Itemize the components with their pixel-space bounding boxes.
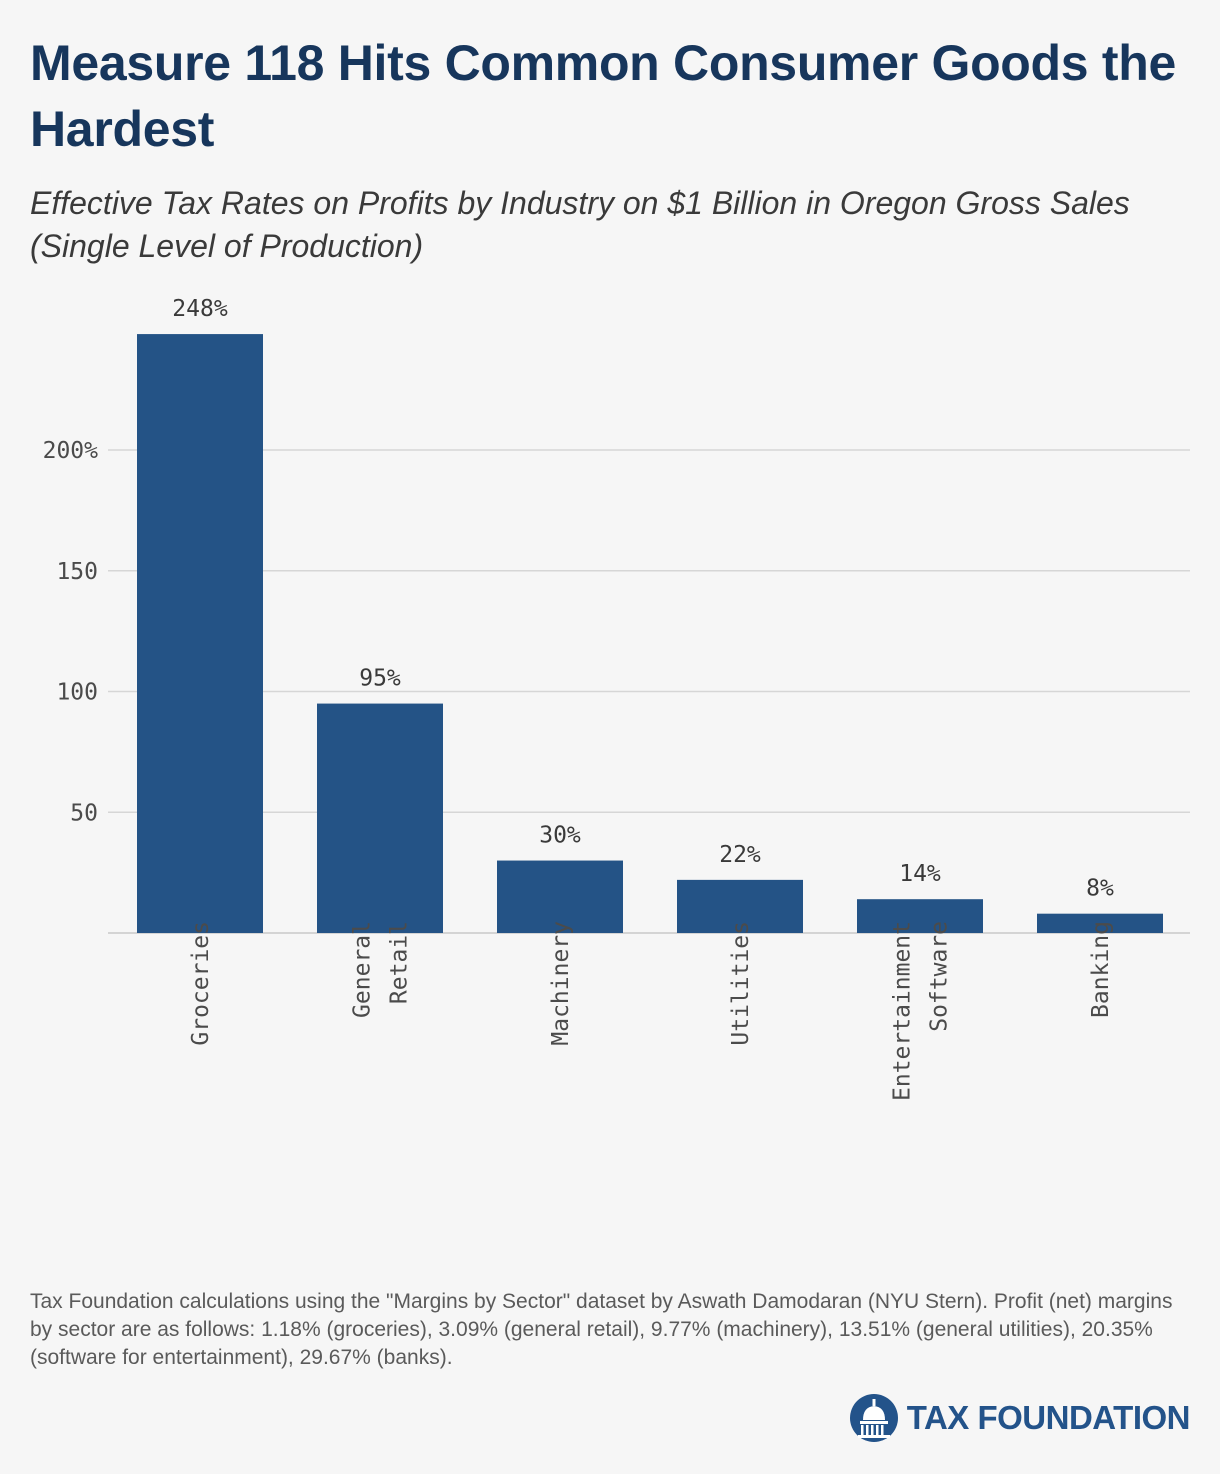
data-labels: 248% 95% 30% 22% 14% 8%: [172, 296, 1114, 902]
bar: [497, 860, 623, 933]
bar-chart: 248% 95% 30% 22% 14% 8% 50 100 150 200% Grocerie…: [43, 296, 1190, 1101]
data-label: 14%: [899, 861, 941, 887]
x-category-label: Utilities: [728, 921, 754, 1046]
bar: [137, 334, 263, 934]
y-tick-label: 100: [56, 680, 98, 706]
bar: [317, 703, 443, 933]
y-tick-label: 200%: [43, 438, 99, 464]
x-category-label: Entertainment: [890, 921, 916, 1101]
capitol-dome-icon: [849, 1394, 898, 1442]
bar: [857, 899, 983, 933]
y-tick-label: 150: [56, 559, 98, 585]
x-category-label: Software: [927, 921, 953, 1032]
data-label: 8%: [1086, 876, 1114, 902]
x-category-label: Machinery: [548, 921, 574, 1046]
x-category-label: Banking: [1088, 921, 1114, 1018]
source-note: Tax Foundation calculations using the "M…: [30, 1290, 1173, 1369]
chart-title: Measure 118 Hits Common Consumer Goods t…: [30, 35, 1176, 157]
data-label: 22%: [719, 842, 761, 868]
data-label: 95%: [359, 666, 401, 692]
y-tick-label: 50: [70, 800, 98, 826]
bars: [137, 334, 1163, 934]
chart-subtitle: Effective Tax Rates on Profits by Indust…: [30, 185, 1130, 264]
x-axis-categories: Groceries General Retail Machinery Utilities…: [188, 921, 1114, 1101]
bar: [1037, 913, 1163, 933]
tax-foundation-logo: TAX FOUNDATION: [849, 1392, 1191, 1444]
grid-lines: [108, 449, 1190, 934]
x-category-label: Retail: [387, 921, 413, 1004]
x-category-label: General: [350, 921, 376, 1018]
bar: [677, 879, 803, 933]
x-category-label: Groceries: [188, 921, 214, 1046]
data-label: 248%: [172, 296, 228, 322]
data-label: 30%: [539, 823, 581, 849]
y-axis-ticks: 50 100 150 200%: [43, 438, 99, 826]
logo-text: TAX FOUNDATION: [906, 1399, 1191, 1436]
